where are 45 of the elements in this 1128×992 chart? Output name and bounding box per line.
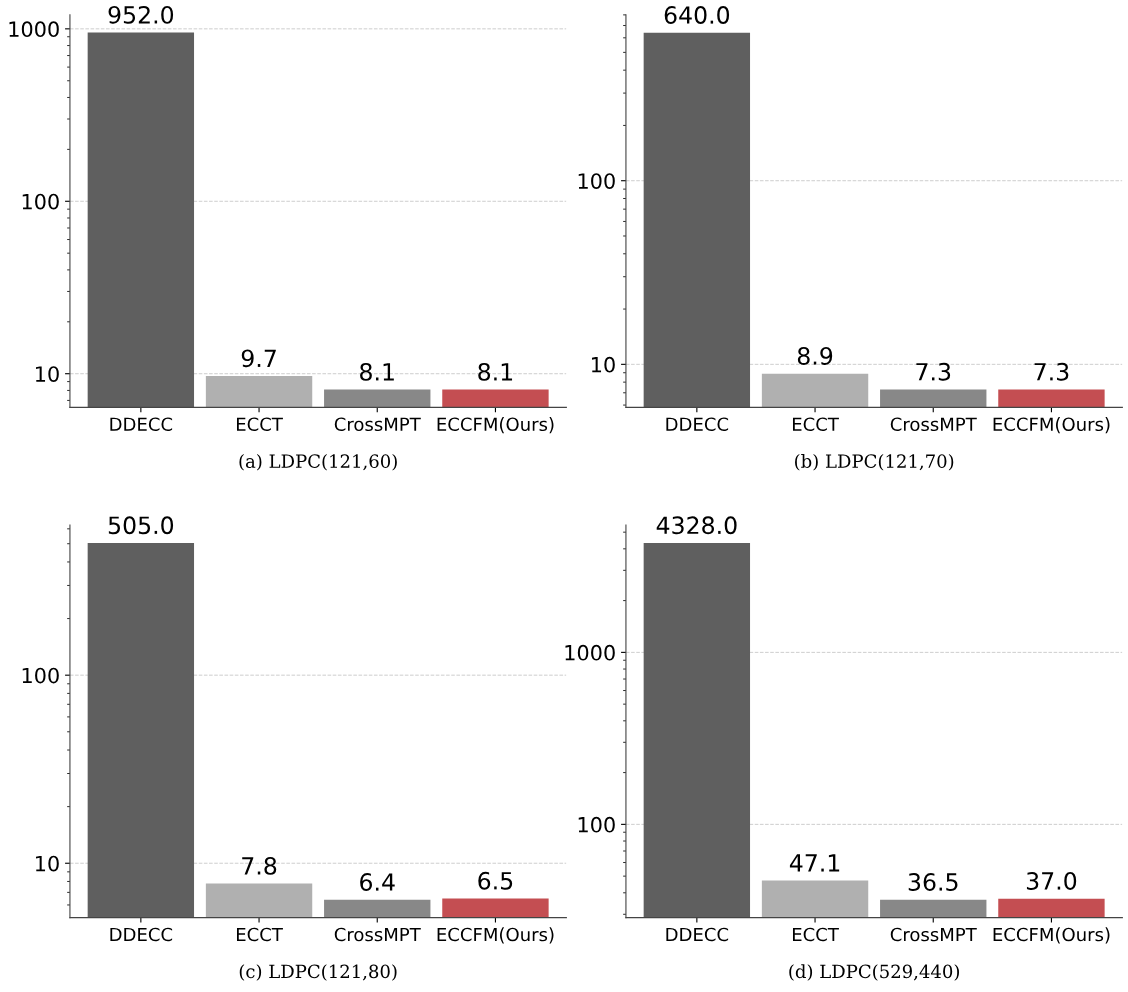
y-tick-label: 1000: [9, 21, 59, 38]
x-tick-label: DDECC: [110, 927, 173, 942]
data-label: 6.5: [478, 871, 513, 890]
x-tick-label: CrossMPT: [890, 417, 977, 432]
x-tick-label: ECCT: [792, 927, 839, 942]
data-label: 952.0: [108, 5, 174, 24]
x-axis-title: (d) LDPC(529,440): [789, 964, 959, 981]
x-tick-label: ECCT: [792, 417, 839, 432]
y-tick-label: 10: [591, 356, 615, 373]
x-tick-label: ECCFM(Ours): [993, 417, 1110, 434]
x-tick-label: CrossMPT: [334, 927, 421, 942]
x-tick-label: ECCFM(Ours): [437, 927, 554, 944]
x-tick-label: DDECC: [110, 417, 173, 432]
data-label: 6.4: [360, 873, 395, 891]
data-label: 36.5: [908, 873, 958, 891]
x-tick-label: CrossMPT: [334, 417, 421, 432]
y-tick-label: 100: [578, 816, 615, 833]
data-label: 7.8: [242, 856, 277, 875]
y-tick-label: 1000: [565, 644, 615, 661]
data-label: 37.0: [1026, 872, 1077, 890]
y-tick-label: 100: [578, 173, 615, 189]
data-label: 640.0: [664, 6, 730, 24]
x-tick-label: ECCT: [237, 927, 283, 942]
data-label: 7.3: [916, 362, 951, 381]
data-label: 8.9: [797, 347, 833, 365]
x-tick-label: DDECC: [666, 417, 729, 432]
x-tick-label: CrossMPT: [890, 927, 977, 942]
x-axis-title: (a) LDPC(121,60): [239, 454, 397, 471]
data-label: 8.1: [478, 362, 513, 381]
data-label: 4328.0: [656, 516, 737, 535]
data-label: 505.0: [108, 516, 174, 535]
data-label: 7.3: [1034, 362, 1069, 381]
x-tick-label: DDECC: [666, 927, 729, 942]
x-tick-label: ECCFM(Ours): [993, 927, 1110, 944]
x-tick-label: ECCFM(Ours): [437, 417, 554, 434]
data-label: 8.1: [360, 362, 394, 381]
data-label: 47.1: [789, 854, 840, 872]
y-tick-label: 10: [35, 855, 59, 872]
y-tick-label: 10: [35, 366, 59, 382]
x-axis-title: (b) LDPC(121,70): [795, 454, 954, 471]
y-tick-label: 100: [22, 193, 59, 210]
x-axis-title: (c) LDPC(121,80): [239, 964, 397, 981]
y-tick-label: 100: [22, 667, 59, 684]
x-tick-label: ECCT: [237, 417, 283, 432]
data-label: 9.7: [241, 349, 276, 368]
